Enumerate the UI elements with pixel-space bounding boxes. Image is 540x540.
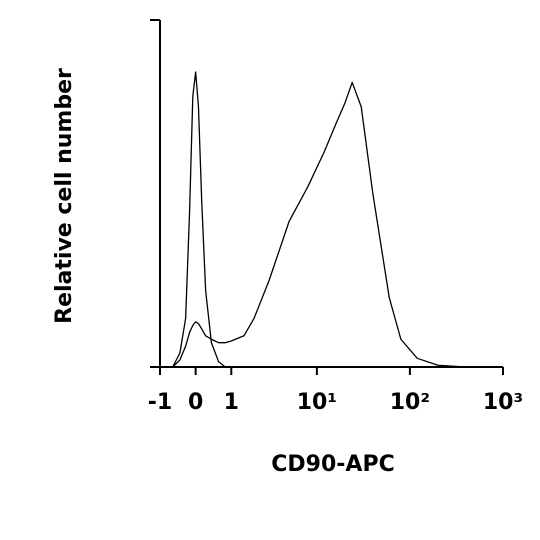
y-axis-label: Relative cell number xyxy=(52,68,77,324)
x-tick-label: 10³ xyxy=(483,390,523,415)
x-tick-label: 10² xyxy=(390,390,430,415)
x-tick-label: 1 xyxy=(224,390,239,415)
x-tick-label: -1 xyxy=(148,390,172,415)
histogram-line xyxy=(172,71,226,368)
histogram-line xyxy=(172,81,466,368)
x-tick-label: 10¹ xyxy=(297,390,337,415)
x-axis-label: CD90-APC xyxy=(271,452,394,477)
x-tick-label: 0 xyxy=(188,390,203,415)
